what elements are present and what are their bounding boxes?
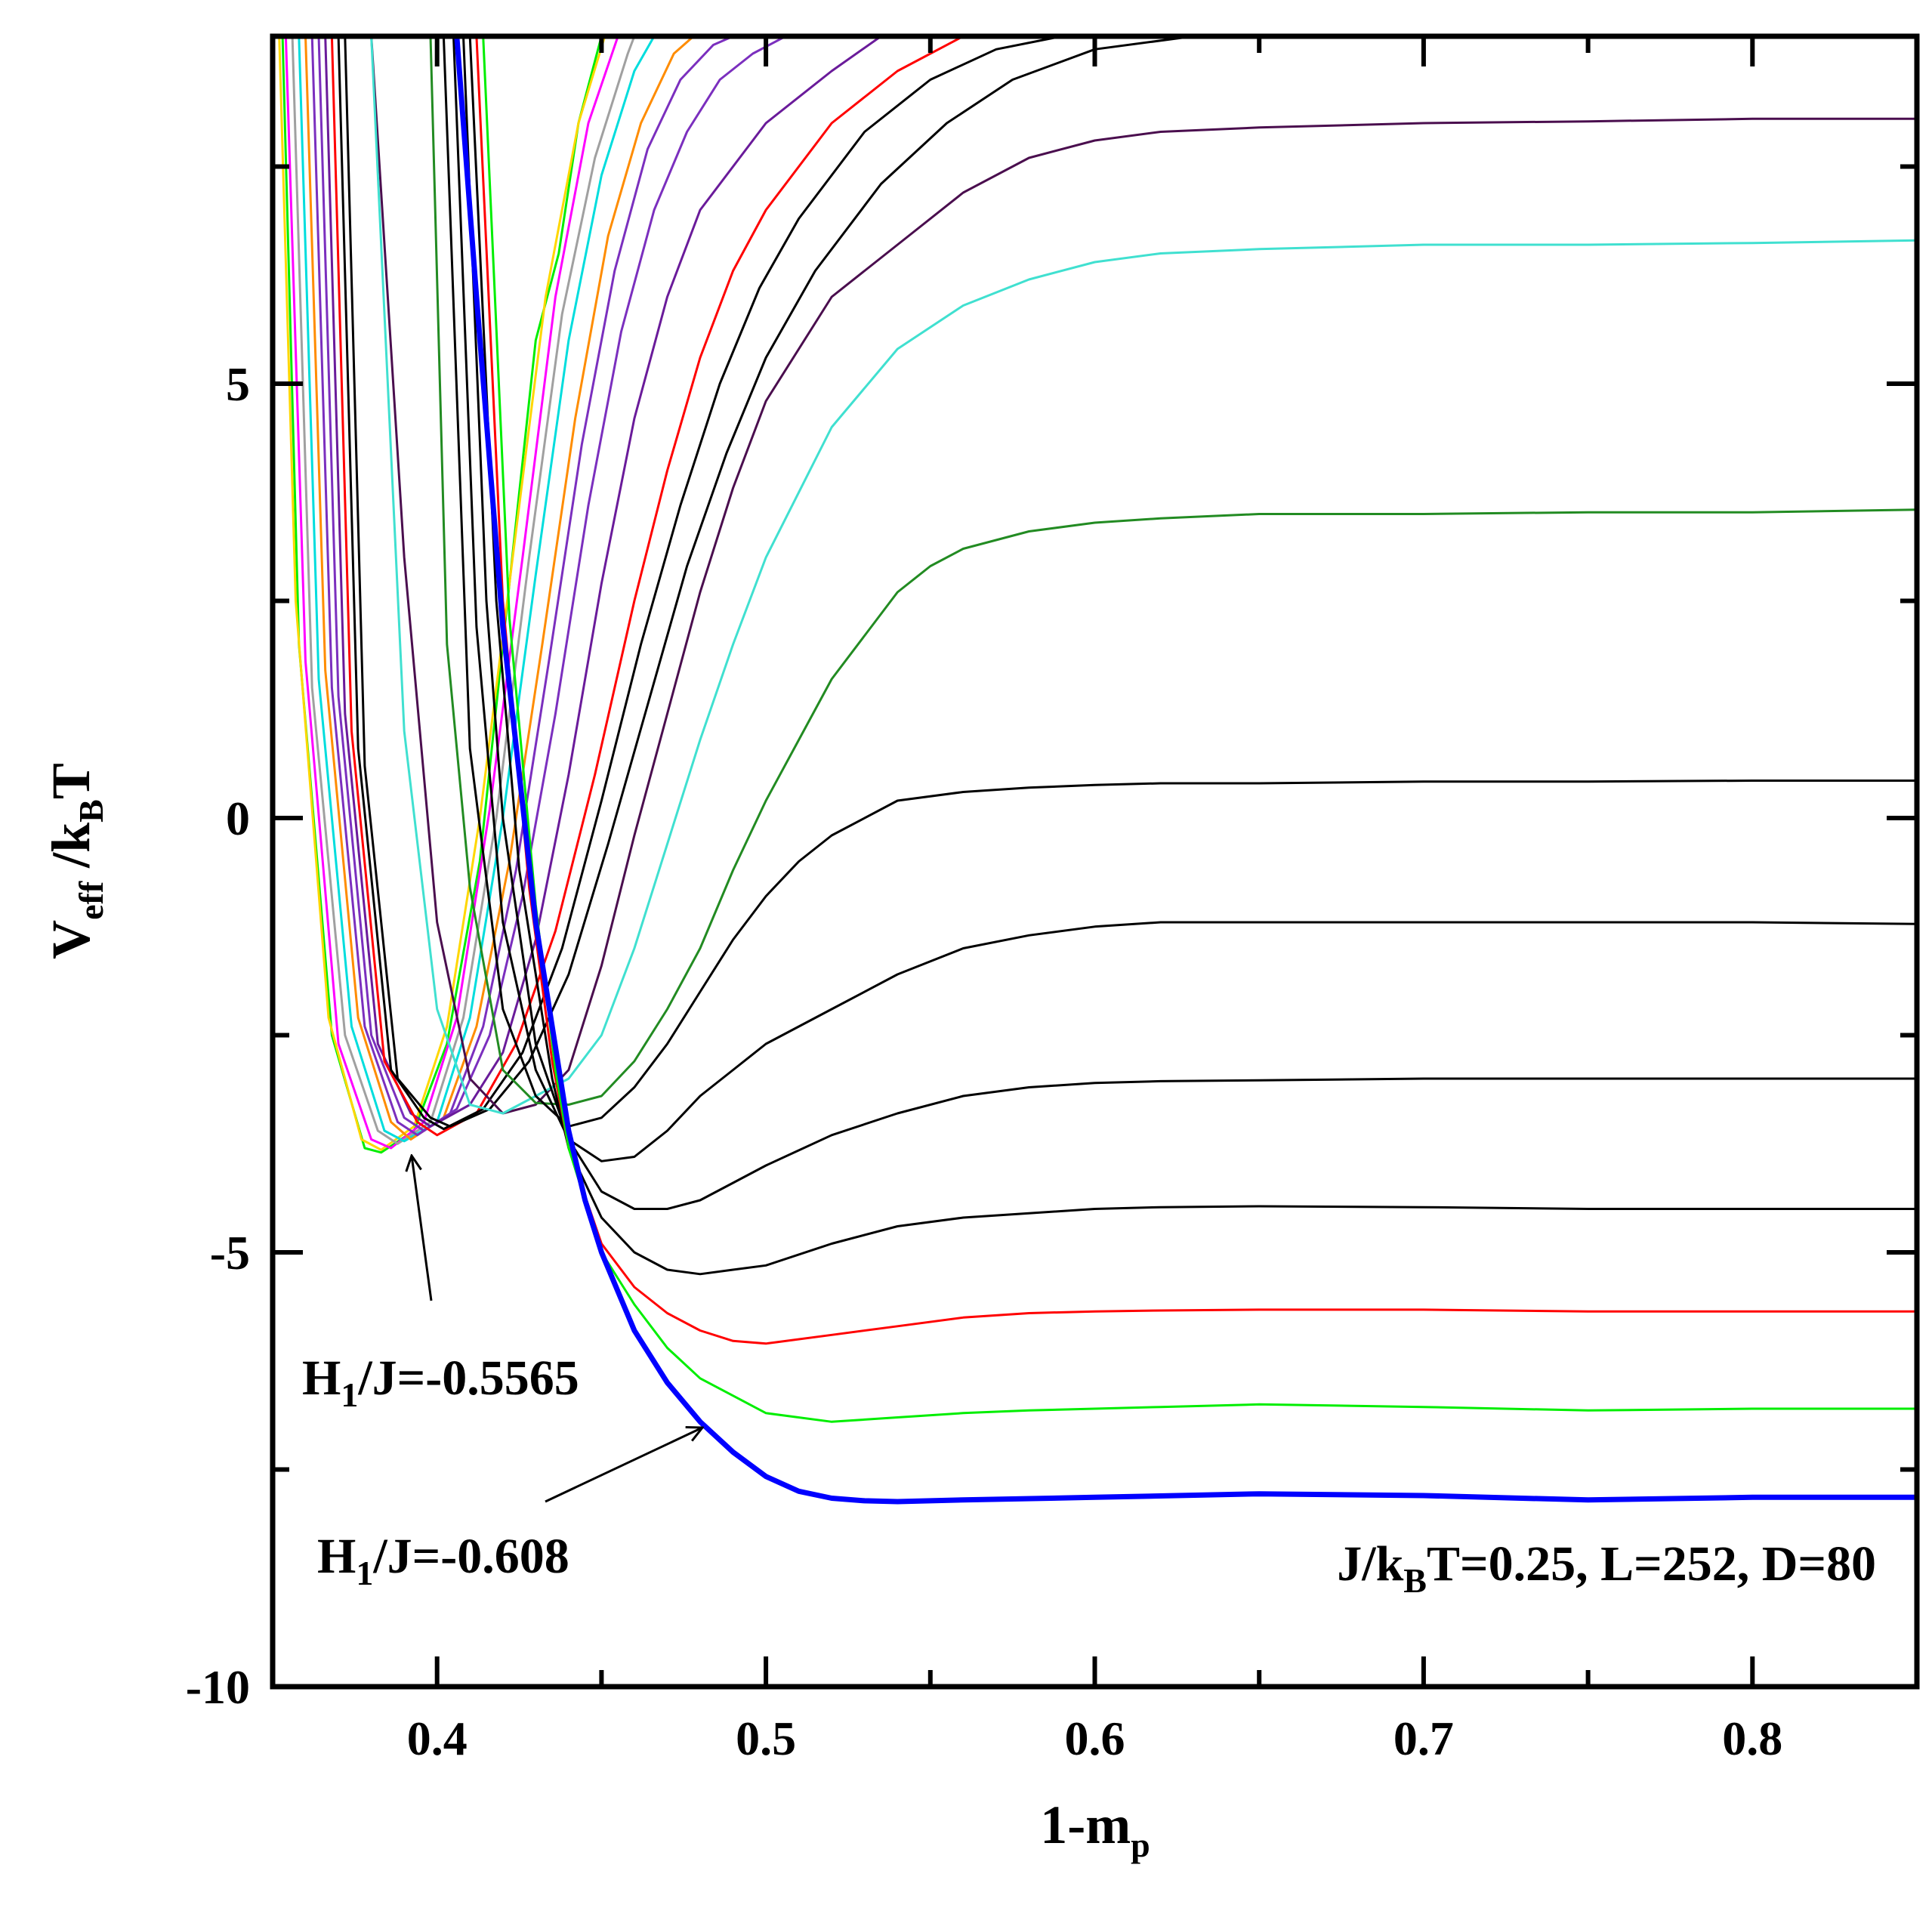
- series-line-1: [281, 36, 603, 1154]
- series-line-10: [330, 36, 964, 1137]
- y-tick-label: 5: [226, 357, 250, 411]
- series-line-3: [284, 36, 619, 1150]
- series-line-22: [454, 36, 1917, 1505]
- series-line-14: [370, 36, 1917, 1115]
- x-tick-label: 0.8: [1722, 1712, 1782, 1765]
- series-layer: [278, 36, 1917, 1505]
- series-line-12: [344, 36, 1195, 1128]
- series-line-21: [482, 36, 1917, 1423]
- series-line-2: [278, 36, 606, 1151]
- y-tick-label: -5: [210, 1226, 250, 1280]
- annotation-upper-label: H1/J=-0.5565: [302, 1351, 579, 1414]
- series-line-4: [291, 36, 636, 1145]
- series-line-6: [304, 36, 695, 1141]
- series-line-15: [429, 36, 1917, 1106]
- y-tick-label: -10: [186, 1660, 250, 1714]
- series-line-17: [452, 36, 1917, 1162]
- plot-frame: [270, 33, 1920, 1690]
- series-line-19: [468, 36, 1917, 1276]
- ticks-layer: 0.4 0.5 0.6 0.7 0.8 5 0 -5 -10: [186, 36, 1919, 1765]
- y-tick-label: 0: [226, 792, 250, 845]
- series-line-8: [317, 36, 787, 1132]
- annotation-arrow-lower: [545, 1428, 702, 1503]
- x-axis-label: 1-mp: [1040, 1795, 1150, 1864]
- x-tick-label: 0.4: [407, 1712, 468, 1765]
- x-tick-label: 0.5: [736, 1712, 796, 1765]
- y-axis-label: Veff /kBT: [41, 763, 110, 959]
- series-line-18: [462, 36, 1917, 1210]
- series-line-16: [442, 36, 1917, 1128]
- annotation-arrow-upper: [412, 1156, 433, 1301]
- x-tick-label: 0.7: [1393, 1712, 1454, 1765]
- series-line-5: [298, 36, 656, 1143]
- series-line-7: [310, 36, 735, 1137]
- parameter-label: J/kBT=0.25, L=252, D=80: [1337, 1536, 1876, 1600]
- series-line-11: [337, 36, 1063, 1131]
- x-tick-label: 0.6: [1065, 1712, 1125, 1765]
- annotation-lower-label: H1/J=-0.608: [317, 1529, 569, 1592]
- series-line-13: [370, 36, 1917, 1115]
